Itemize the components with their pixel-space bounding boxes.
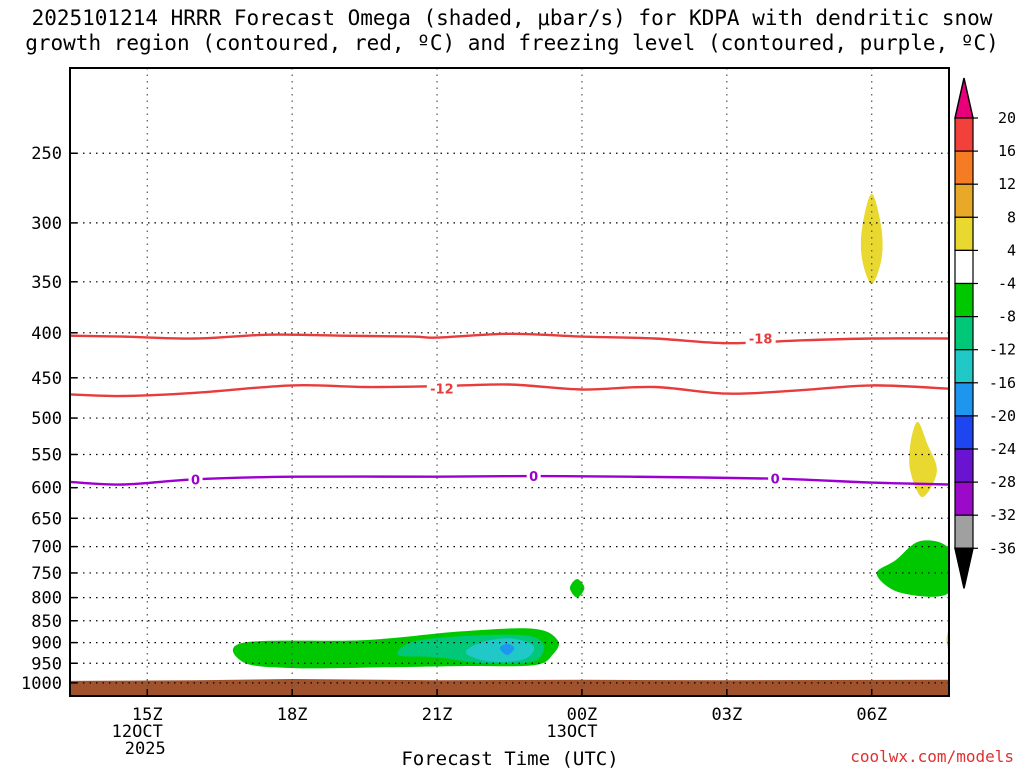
omega-region (909, 421, 937, 498)
title-line-2: growth region (contoured, red, ºC) and f… (25, 31, 999, 55)
colorbar-label: -36 (989, 539, 1016, 557)
contour-label-bg (768, 470, 783, 487)
omega-region (876, 540, 949, 597)
contour-line-dgz_-18C (70, 332, 949, 345)
plot-frame (69, 67, 950, 697)
colorbar-bin (954, 349, 974, 384)
colorbar-label: -16 (989, 374, 1016, 392)
colorbar-label: -24 (989, 440, 1016, 458)
x-tick-year-label: 2025 (125, 739, 166, 759)
contour-line-freezing_0C (70, 474, 949, 486)
terrain-layer (70, 679, 949, 696)
credit-link[interactable]: coolwx.com/models (850, 747, 1014, 766)
y-tick-label: 500 (31, 409, 62, 429)
colorbar-bottom-arrow (954, 547, 974, 589)
contour-label: 0 (771, 473, 780, 488)
contour-label-bg (526, 468, 541, 485)
colorbar-label: 4 (1007, 241, 1016, 259)
x-tick-label: 15Z (132, 705, 163, 725)
colorbar-bin (954, 448, 974, 483)
contour-label: -12 (430, 383, 454, 398)
y-tick-label: 600 (31, 479, 62, 499)
omega-region (499, 643, 515, 656)
y-tick-label: 650 (31, 509, 62, 529)
colorbar-label: 16 (998, 142, 1016, 160)
colorbar-label: -28 (989, 473, 1016, 491)
x-axis-title: Forecast Time (UTC) (401, 748, 618, 768)
y-tick-label: 350 (31, 273, 62, 293)
omega-region (465, 638, 535, 663)
colorbar-bin (954, 415, 974, 450)
colorbar-top-arrow (954, 77, 974, 119)
colorbar-bin (954, 249, 974, 285)
contour-label-bg (426, 380, 457, 397)
contour-label-bg (188, 471, 203, 488)
y-tick-label: 250 (31, 144, 62, 164)
colorbar-bin (954, 282, 974, 318)
y-tick-label: 1000 (21, 674, 62, 694)
y-tick-label: 550 (31, 445, 62, 465)
contour-label: 0 (529, 470, 538, 485)
x-tick-label: 18Z (277, 705, 308, 725)
x-tick-label: 06Z (856, 705, 887, 725)
colorbar-label: 12 (998, 175, 1016, 193)
colorbar-label: -20 (989, 407, 1016, 425)
colorbar-bin (954, 150, 974, 185)
y-tick-label: 700 (31, 538, 62, 558)
colorbar-label: -4 (998, 275, 1016, 293)
x-tick-label: 00Z (567, 705, 598, 725)
x-tick-date-label: 12OCT (112, 722, 163, 742)
y-tick-label: 800 (31, 589, 62, 609)
grid-layer (70, 68, 949, 696)
contour-line-dgz_-12C (70, 383, 949, 398)
colorbar-bin (954, 216, 974, 252)
y-axis: 2503003504004505005506006507007508008509… (21, 144, 77, 694)
colorbar-bin (954, 481, 974, 516)
colorbar: 20 16 12 8 4 -4 -8 -12 -16 -20 -24 -28 -32 -36 (954, 77, 1016, 589)
y-tick-label: 900 (31, 634, 62, 654)
x-tick-label: 03Z (711, 705, 742, 725)
colorbar-bin (954, 514, 974, 549)
colorbar-label: -8 (998, 308, 1016, 326)
contour-label-layer: -18 -12 0 0 0 (188, 330, 783, 488)
title-line-1: 2025101214 HRRR Forecast Omega (shaded, … (31, 6, 993, 30)
colorbar-bin (954, 316, 974, 351)
colorbar-bin (954, 183, 974, 218)
y-tick-label: 400 (31, 324, 62, 344)
y-tick-label: 850 (31, 612, 62, 632)
contour-label: 0 (191, 473, 200, 488)
y-tick-label: 450 (31, 369, 62, 389)
y-tick-label: 950 (31, 654, 62, 674)
colorbar-label: 8 (1007, 208, 1016, 226)
chart-title: 2025101214 HRRR Forecast Omega (shaded, … (0, 6, 1024, 56)
contour-label-bg (745, 330, 776, 347)
colorbar-label: -32 (989, 506, 1016, 524)
x-tick-date-label: 13OCT (546, 722, 597, 742)
contour-label: -18 (749, 332, 773, 347)
colorbar-label: 20 (998, 109, 1016, 127)
colorbar-label: -12 (989, 341, 1016, 359)
y-tick-label: 300 (31, 214, 62, 234)
terrain-fill (70, 679, 949, 696)
omega-shading-layer (232, 193, 949, 669)
colorbar-bin (954, 382, 974, 417)
omega-region (569, 579, 585, 598)
colorbar-bin (954, 117, 974, 152)
y-tick-label: 750 (31, 564, 62, 584)
x-tick-label: 21Z (422, 705, 453, 725)
contour-layer (70, 332, 949, 486)
omega-region (860, 193, 883, 284)
